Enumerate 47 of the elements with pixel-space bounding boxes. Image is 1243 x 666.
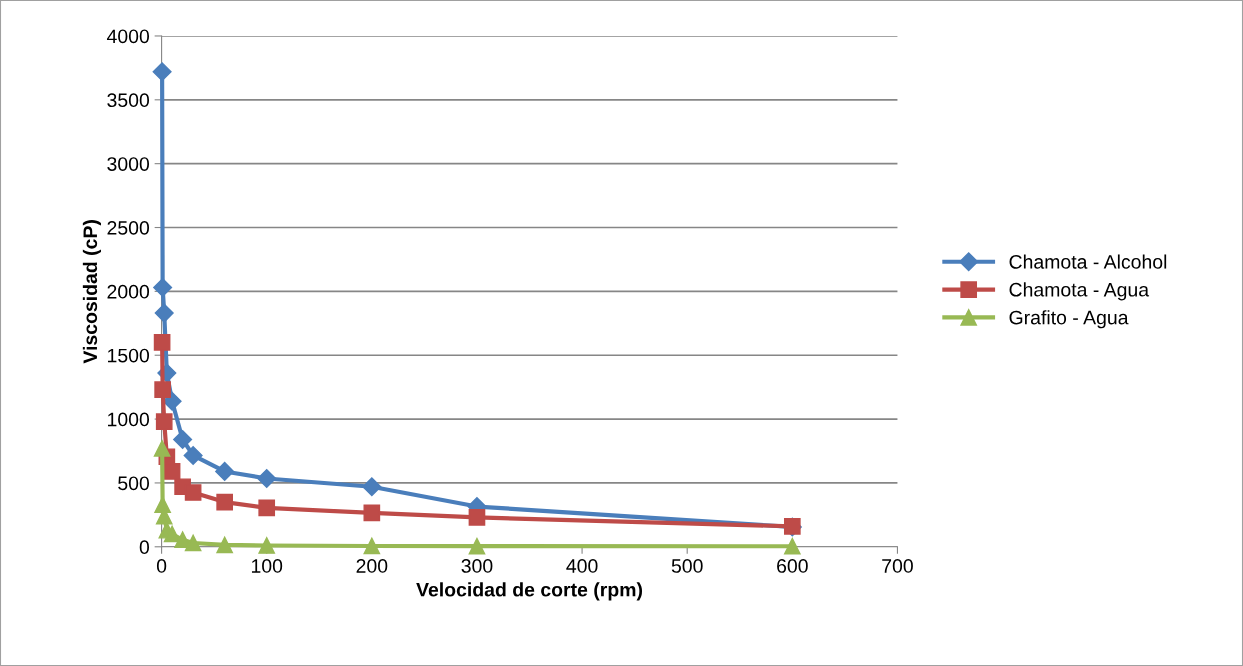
point [258, 537, 276, 554]
x-tick-label: 0 [156, 559, 167, 573]
point [216, 536, 233, 554]
point [468, 509, 486, 526]
legend-label: Chamota - Alcohol [1009, 254, 1167, 269]
point [152, 62, 172, 82]
y-tick-label: 500 [118, 476, 150, 491]
point [153, 278, 173, 298]
point [184, 484, 202, 501]
x-axis-title: Velocidad de corte (rpm) [416, 582, 643, 601]
point [363, 537, 381, 555]
y-tick-label: 1500 [108, 348, 150, 363]
point [257, 468, 277, 488]
x-tick-label: 500 [671, 559, 703, 573]
point [174, 531, 191, 549]
point [783, 537, 801, 555]
point [154, 303, 174, 323]
point [184, 534, 202, 552]
y-tick-label: 3000 [107, 157, 150, 171]
x-tick-label: 100 [251, 559, 283, 573]
point [183, 445, 203, 466]
x-tick-label: 300 [461, 559, 493, 573]
y-tick-label: 2500 [107, 220, 150, 235]
point [173, 429, 193, 450]
legend-label: Chamota - Agua [1009, 282, 1150, 301]
point [155, 413, 173, 430]
y-tick-label: 1000 [108, 412, 150, 427]
point [363, 504, 381, 522]
point [468, 537, 486, 555]
y-tick-label: 3500 [107, 93, 150, 108]
point [362, 477, 382, 497]
point [215, 461, 235, 481]
x-tick-label: 200 [356, 559, 388, 573]
point [153, 334, 171, 351]
point [163, 463, 181, 480]
y-axis-title: Viscosidad (cP) [82, 220, 101, 364]
y-tick-label: 2000 [107, 284, 150, 299]
y-tick-label: 4000 [106, 29, 150, 44]
y-tick-label: 0 [139, 540, 150, 555]
point [258, 499, 276, 517]
x-tick-label: 600 [777, 559, 808, 573]
x-tick-label: 400 [566, 559, 598, 573]
legend-label: Grafito - Agua [1009, 310, 1129, 329]
x-tick-label: 700 [882, 559, 913, 573]
point [154, 381, 171, 399]
point [153, 440, 171, 457]
point [216, 493, 233, 511]
